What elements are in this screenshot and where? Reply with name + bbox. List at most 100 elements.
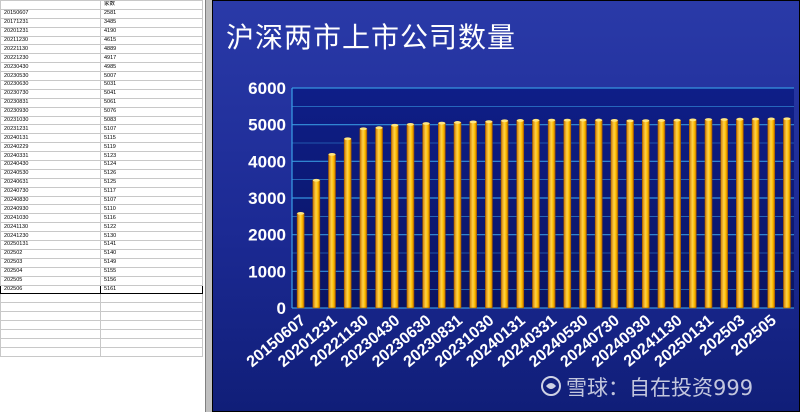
count-cell[interactable]: 5126 [100,168,203,179]
count-cell[interactable]: 5140 [100,248,203,259]
table-row[interactable]: 20201231 4190 [0,26,203,37]
date-cell[interactable]: 20250131 [0,240,101,250]
date-cell[interactable]: 20240530 [0,168,101,179]
count-cell[interactable] [100,311,203,322]
table-row[interactable]: 20211230 4615 [0,35,203,46]
date-cell[interactable]: 20240331 [0,151,101,162]
table-row[interactable]: 20240830 5107 [0,195,203,206]
count-cell[interactable]: 5122 [100,222,203,233]
count-cell[interactable]: 4917 [100,53,203,64]
count-cell[interactable]: 4889 [100,44,203,55]
date-cell[interactable]: 20230530 [0,71,101,82]
count-cell[interactable]: 3485 [100,17,203,28]
count-cell[interactable] [100,328,203,339]
count-cell[interactable]: 5083 [100,115,203,126]
date-cell[interactable]: 202505 [0,275,101,286]
date-cell[interactable]: 202502 [0,248,101,259]
date-cell[interactable]: 20231231 [0,124,101,135]
panel-divider[interactable] [206,0,212,412]
date-cell[interactable] [0,0,101,10]
date-cell[interactable]: 20240730 [0,186,101,197]
date-cell[interactable]: 20241230 [0,231,101,242]
table-row[interactable]: 20240331 5123 [0,151,203,162]
spreadsheet-panel[interactable]: 家数 20150607 2581 20171231 3485 20201231 4190 20… [0,0,206,412]
date-cell[interactable] [0,293,101,304]
date-cell[interactable]: 20240631 [0,177,101,188]
table-row[interactable]: 20240730 5117 [0,186,203,197]
count-cell[interactable]: 2581 [100,8,203,19]
table-row[interactable]: 20230530 5007 [0,71,203,82]
count-cell[interactable]: 5115 [100,133,203,144]
count-cell[interactable]: 5149 [100,257,203,268]
table-row[interactable]: 20240930 5110 [0,204,203,215]
date-cell[interactable]: 20240930 [0,204,101,215]
table-row[interactable] [0,302,203,313]
count-cell[interactable] [100,293,203,304]
date-cell[interactable] [0,311,101,322]
count-cell[interactable]: 5141 [100,240,203,250]
count-cell[interactable]: 5107 [100,195,203,206]
count-cell[interactable]: 4985 [100,62,203,73]
date-cell[interactable]: 202503 [0,257,101,268]
table-row[interactable]: 20240631 5125 [0,177,203,188]
table-row[interactable]: 202504 5155 [0,266,203,277]
table-row[interactable]: 20171231 3485 [0,17,203,28]
table-row[interactable]: 20230831 5061 [0,97,203,108]
date-cell[interactable] [0,337,101,348]
count-cell[interactable]: 5125 [100,177,203,188]
date-cell[interactable]: 20231030 [0,115,101,126]
count-cell[interactable]: 5117 [100,186,203,197]
table-row[interactable] [0,293,203,304]
table-row[interactable]: 202502 5140 [0,248,203,259]
date-cell[interactable]: 20230430 [0,62,101,73]
count-cell[interactable]: 5061 [100,97,203,108]
count-cell[interactable]: 5041 [100,88,203,99]
date-cell[interactable] [0,302,101,313]
table-row[interactable]: 202505 5156 [0,275,203,286]
date-cell[interactable]: 20201231 [0,26,101,37]
date-cell[interactable]: 20240229 [0,142,101,153]
table-row[interactable]: 20221130 4889 [0,44,203,55]
date-cell[interactable]: 20150607 [0,8,101,19]
table-row[interactable]: 20230430 4985 [0,62,203,73]
table-row[interactable]: 20241030 5116 [0,213,203,224]
count-cell[interactable]: 5007 [100,71,203,82]
table-row[interactable] [0,337,203,348]
date-cell[interactable] [0,328,101,339]
date-cell[interactable]: 20230730 [0,88,101,99]
count-cell[interactable]: 5123 [100,151,203,162]
count-cell[interactable] [100,337,203,348]
table-row[interactable]: 20240530 5126 [0,168,203,179]
date-cell[interactable]: 202504 [0,266,101,277]
table-row[interactable]: 20230930 5076 [0,106,203,117]
count-cell[interactable] [100,346,203,357]
date-cell[interactable]: 20240131 [0,133,101,144]
date-cell[interactable]: 20221130 [0,44,101,55]
count-cell[interactable]: 5076 [100,106,203,117]
count-cell[interactable]: 5130 [100,231,203,242]
count-cell[interactable]: 5161 [100,284,203,295]
count-cell[interactable]: 5031 [100,80,203,90]
date-cell[interactable]: 20230930 [0,106,101,117]
count-cell[interactable]: 4615 [100,35,203,46]
date-cell[interactable]: 20240830 [0,195,101,206]
count-cell[interactable]: 家数 [100,0,203,10]
count-cell[interactable]: 5156 [100,275,203,286]
date-cell[interactable] [0,346,101,357]
date-cell[interactable]: 20211230 [0,35,101,46]
date-cell[interactable]: 20241030 [0,213,101,224]
count-cell[interactable]: 5107 [100,124,203,135]
table-header-row[interactable]: 家数 [0,0,203,10]
date-cell[interactable]: 20171231 [0,17,101,28]
table-row[interactable]: 20241230 5130 [0,231,203,242]
table-row[interactable]: 20221230 4917 [0,53,203,64]
count-cell[interactable]: 5124 [100,160,203,170]
table-row[interactable]: 20240430 5124 [0,160,203,170]
count-cell[interactable]: 5110 [100,204,203,215]
table-row[interactable] [0,311,203,322]
table-row[interactable]: 202503 5149 [0,257,203,268]
date-cell[interactable]: 20221230 [0,53,101,64]
count-cell[interactable]: 5116 [100,213,203,224]
date-cell[interactable]: 20230630 [0,80,101,90]
table-row[interactable]: 20150607 2581 [0,8,203,19]
